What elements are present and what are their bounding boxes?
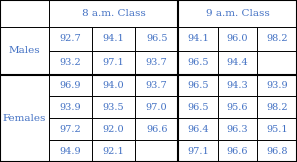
Text: 94.1: 94.1 bbox=[187, 34, 209, 43]
Text: 96.5: 96.5 bbox=[187, 81, 209, 90]
Text: 95.1: 95.1 bbox=[266, 125, 288, 134]
Text: 8 a.m. Class: 8 a.m. Class bbox=[82, 9, 146, 18]
Text: 97.0: 97.0 bbox=[146, 103, 168, 112]
Text: 95.6: 95.6 bbox=[227, 103, 248, 112]
Text: Males: Males bbox=[9, 46, 40, 55]
Text: 94.3: 94.3 bbox=[227, 81, 249, 90]
Text: 96.3: 96.3 bbox=[227, 125, 248, 134]
Text: 96.9: 96.9 bbox=[60, 81, 81, 90]
Text: 93.2: 93.2 bbox=[60, 58, 81, 67]
Text: 93.9: 93.9 bbox=[266, 81, 288, 90]
Text: 96.0: 96.0 bbox=[227, 34, 248, 43]
Text: 98.2: 98.2 bbox=[266, 34, 288, 43]
Text: 92.1: 92.1 bbox=[103, 147, 124, 156]
Text: 96.5: 96.5 bbox=[187, 103, 209, 112]
Text: 97.2: 97.2 bbox=[60, 125, 81, 134]
Text: 93.9: 93.9 bbox=[60, 103, 81, 112]
Text: 94.4: 94.4 bbox=[227, 58, 249, 67]
Text: 93.7: 93.7 bbox=[146, 81, 168, 90]
Text: 9 a.m. Class: 9 a.m. Class bbox=[206, 9, 269, 18]
Text: 94.9: 94.9 bbox=[60, 147, 81, 156]
Text: 92.0: 92.0 bbox=[103, 125, 124, 134]
Text: 96.5: 96.5 bbox=[187, 58, 209, 67]
Text: 94.1: 94.1 bbox=[103, 34, 124, 43]
Text: Females: Females bbox=[3, 114, 46, 123]
Text: 94.0: 94.0 bbox=[103, 81, 124, 90]
Text: 98.2: 98.2 bbox=[266, 103, 288, 112]
Text: 96.5: 96.5 bbox=[146, 34, 168, 43]
Text: 96.6: 96.6 bbox=[227, 147, 248, 156]
Text: 93.5: 93.5 bbox=[103, 103, 124, 112]
Text: 96.8: 96.8 bbox=[266, 147, 288, 156]
Text: 93.7: 93.7 bbox=[146, 58, 168, 67]
Text: 97.1: 97.1 bbox=[187, 147, 209, 156]
Text: 92.7: 92.7 bbox=[60, 34, 81, 43]
Text: 96.6: 96.6 bbox=[146, 125, 168, 134]
Text: 96.4: 96.4 bbox=[187, 125, 209, 134]
Text: 97.1: 97.1 bbox=[103, 58, 124, 67]
